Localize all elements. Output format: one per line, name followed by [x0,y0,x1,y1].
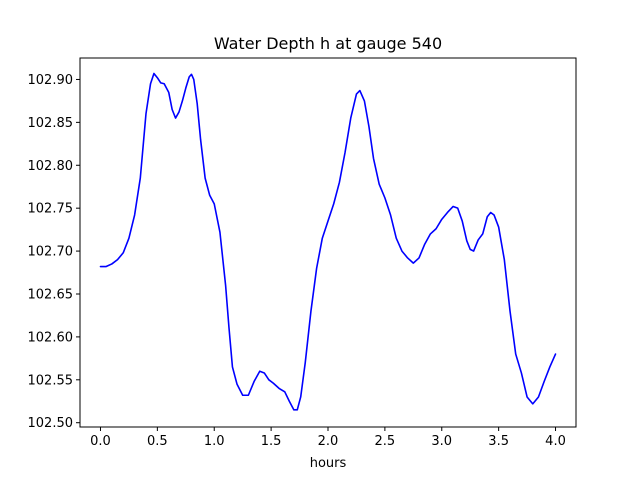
y-axis: 102.50 102.55 102.60 102.65 102.70 102.75 102.… [28,73,80,431]
x-axis: 0.0 0.5 1.0 1.5 2.0 2.5 3.0 3.5 4.0 [90,427,566,449]
series-layer [99,72,557,411]
series-line [99,72,557,411]
y-tick-label: 102.85 [28,116,74,131]
y-tick-label: 102.55 [28,373,74,388]
y-tick-label: 102.80 [28,159,74,174]
y-tick-label: 102.70 [28,245,74,260]
x-tick-label: 3.0 [431,434,452,449]
y-tick-label: 102.60 [28,330,74,345]
chart-title: Water Depth h at gauge 540 [214,34,442,53]
x-tick-label: 1.5 [261,434,282,449]
y-tick-label: 102.50 [28,416,74,431]
y-tick-label: 102.75 [28,202,74,217]
x-tick-label: 3.5 [488,434,509,449]
x-tick-label: 4.0 [545,434,566,449]
y-tick-label: 102.90 [28,73,74,88]
x-tick-label: 2.5 [375,434,396,449]
x-tick-label: 0.5 [147,434,168,449]
x-tick-label: 1.0 [204,434,225,449]
x-axis-label: hours [310,456,347,471]
x-tick-label: 0.0 [90,434,111,449]
x-tick-label: 2.0 [318,434,339,449]
y-tick-label: 102.65 [28,287,74,302]
